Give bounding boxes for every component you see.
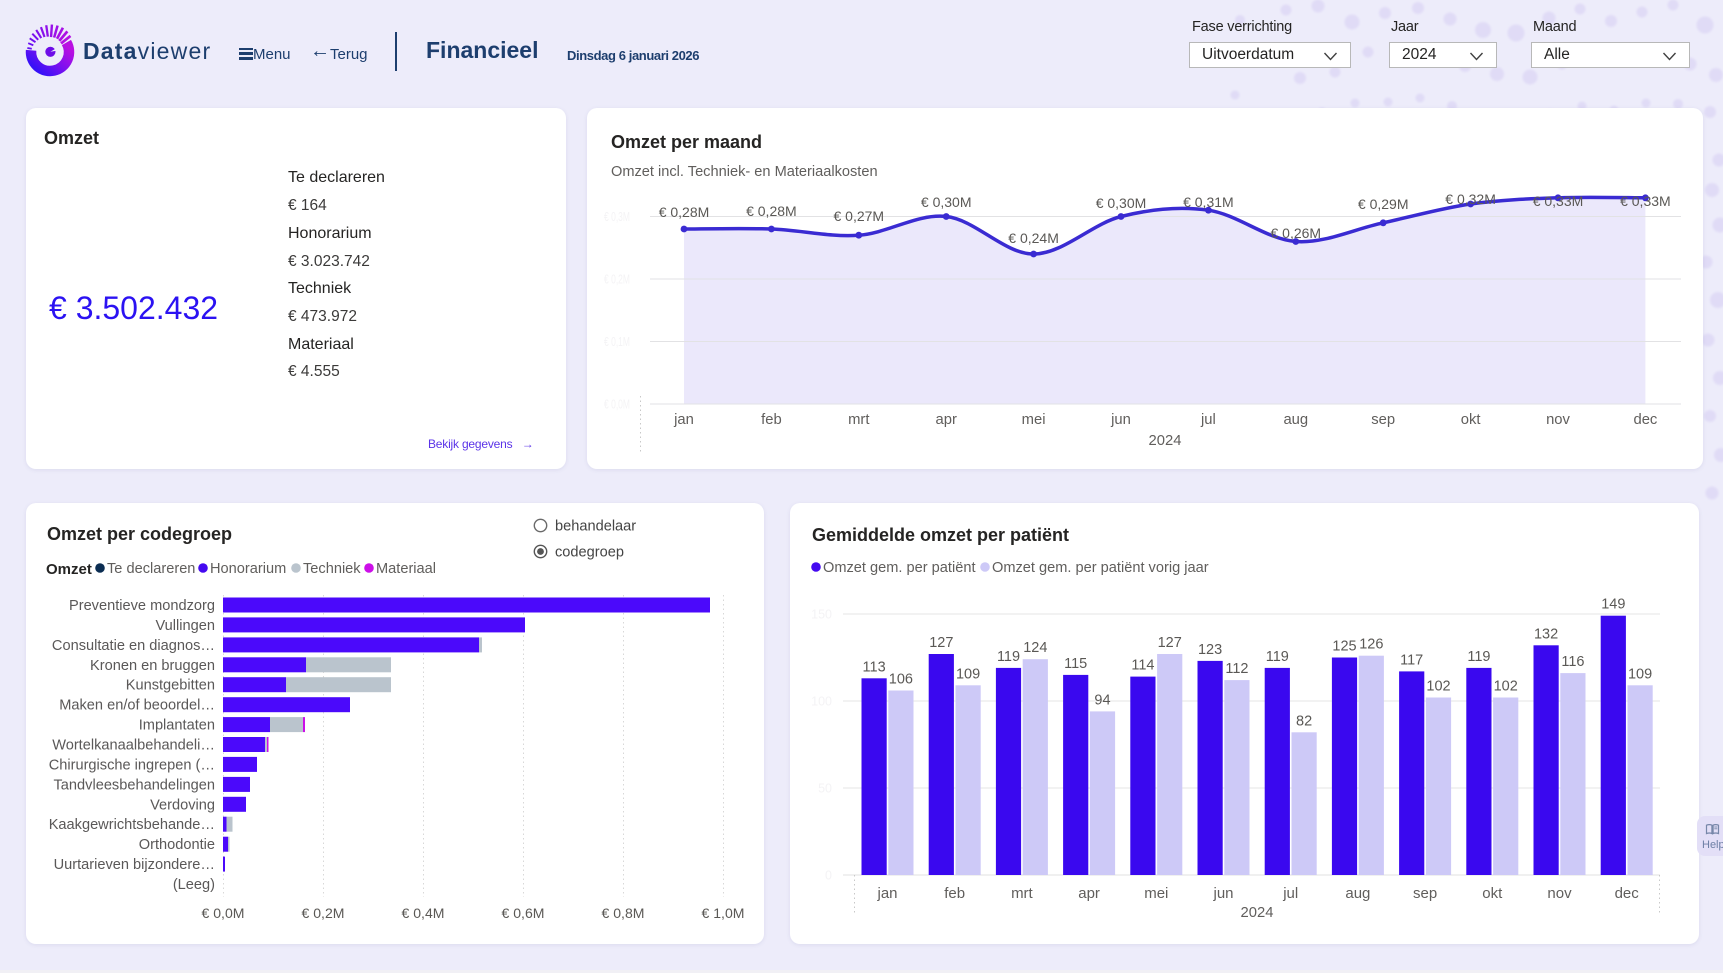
- svg-text:jul: jul: [1282, 885, 1298, 902]
- svg-text:€ 0,28M: € 0,28M: [659, 204, 710, 220]
- svg-text:€ 0,33M: € 0,33M: [1620, 193, 1671, 209]
- svg-text:€ 0,27M: € 0,27M: [834, 208, 885, 224]
- svg-text:€ 0,32M: € 0,32M: [1445, 191, 1496, 207]
- svg-text:Maken en/of beoordel…: Maken en/of beoordel…: [59, 698, 215, 714]
- svg-text:Kunstgebitten: Kunstgebitten: [126, 678, 215, 694]
- svg-text:jun: jun: [1110, 412, 1131, 428]
- svg-text:115: 115: [1064, 656, 1087, 672]
- svg-text:€ 1,0M: € 1,0M: [702, 905, 745, 921]
- svg-text:€ 0,6M: € 0,6M: [502, 905, 545, 921]
- svg-text:124: 124: [1023, 640, 1047, 656]
- svg-text:Tandvleesbehandelingen: Tandvleesbehandelingen: [54, 777, 215, 793]
- svg-text:109: 109: [956, 666, 980, 682]
- svg-text:jan: jan: [876, 885, 897, 902]
- svg-text:dec: dec: [1615, 885, 1640, 902]
- svg-text:123: 123: [1198, 642, 1222, 658]
- svg-text:mrt: mrt: [848, 412, 869, 428]
- svg-text:127: 127: [929, 635, 953, 651]
- svg-text:okt: okt: [1482, 885, 1503, 902]
- svg-text:Uurtarieven bijzondere…: Uurtarieven bijzondere…: [54, 857, 215, 873]
- svg-text:behandelaar: behandelaar: [555, 519, 636, 535]
- svg-text:jul: jul: [1200, 412, 1216, 428]
- svg-text:Vullingen: Vullingen: [155, 618, 215, 634]
- svg-text:jun: jun: [1212, 885, 1233, 902]
- svg-text:€ 0,30M: € 0,30M: [1096, 195, 1147, 211]
- svg-text:Kaakgewrichtsbehande…: Kaakgewrichtsbehande…: [49, 817, 215, 833]
- svg-text:€ 0,1M: € 0,1M: [604, 335, 630, 349]
- svg-text:Kronen en bruggen: Kronen en bruggen: [90, 658, 215, 674]
- svg-text:nov: nov: [1546, 412, 1570, 428]
- svg-text:feb: feb: [944, 885, 965, 902]
- svg-text:€ 0,4M: € 0,4M: [402, 905, 445, 921]
- svg-text:(Leeg): (Leeg): [173, 877, 215, 893]
- svg-text:Implantaten: Implantaten: [139, 718, 215, 734]
- svg-text:aug: aug: [1345, 885, 1370, 902]
- svg-text:114: 114: [1131, 658, 1154, 674]
- svg-text:119: 119: [1467, 649, 1490, 665]
- svg-text:Preventieve mondzorg: Preventieve mondzorg: [69, 598, 215, 614]
- svg-text:0: 0: [825, 869, 832, 883]
- svg-text:Consultatie en diagnos…: Consultatie en diagnos…: [52, 638, 215, 654]
- svg-text:132: 132: [1534, 626, 1558, 642]
- svg-text:119: 119: [1266, 649, 1289, 665]
- svg-text:Techniek: Techniek: [303, 561, 361, 577]
- svg-text:Verdoving: Verdoving: [150, 797, 215, 813]
- svg-text:€ 0,24M: € 0,24M: [1008, 230, 1059, 246]
- svg-text:2024: 2024: [1241, 905, 1274, 921]
- svg-text:116: 116: [1561, 654, 1584, 670]
- svg-text:€ 0,33M: € 0,33M: [1533, 193, 1584, 209]
- svg-text:okt: okt: [1461, 412, 1481, 428]
- svg-text:codegroep: codegroep: [555, 545, 624, 561]
- svg-text:sep: sep: [1413, 885, 1437, 902]
- svg-text:Orthodontie: Orthodontie: [139, 837, 215, 853]
- svg-text:€ 0,2M: € 0,2M: [302, 905, 345, 921]
- svg-text:106: 106: [889, 672, 913, 688]
- svg-text:117: 117: [1400, 652, 1423, 668]
- svg-text:Wortelkanaalbehandeli…: Wortelkanaalbehandeli…: [52, 738, 215, 754]
- svg-text:apr: apr: [936, 412, 957, 428]
- svg-text:mei: mei: [1144, 885, 1168, 902]
- svg-text:apr: apr: [1078, 885, 1100, 902]
- svg-text:113: 113: [863, 659, 886, 675]
- svg-text:82: 82: [1296, 713, 1312, 729]
- svg-text:94: 94: [1094, 692, 1110, 708]
- svg-text:€ 0,30M: € 0,30M: [921, 194, 972, 210]
- svg-text:150: 150: [811, 608, 832, 622]
- svg-text:aug: aug: [1283, 412, 1308, 428]
- svg-text:Chirurgische ingrepen (…: Chirurgische ingrepen (…: [49, 757, 215, 773]
- svg-text:feb: feb: [761, 412, 782, 428]
- svg-text:€ 0,26M: € 0,26M: [1271, 225, 1322, 241]
- svg-text:102: 102: [1426, 679, 1450, 695]
- svg-text:125: 125: [1332, 639, 1356, 655]
- svg-text:€ 0,8M: € 0,8M: [602, 905, 645, 921]
- svg-text:102: 102: [1494, 679, 1518, 695]
- svg-text:50: 50: [818, 782, 832, 796]
- svg-text:109: 109: [1628, 666, 1652, 682]
- svg-text:2024: 2024: [1149, 433, 1182, 449]
- svg-text:nov: nov: [1547, 885, 1572, 902]
- svg-text:jan: jan: [673, 412, 694, 428]
- svg-text:mei: mei: [1022, 412, 1046, 428]
- svg-text:Omzet gem. per patiënt vorig j: Omzet gem. per patiënt vorig jaar: [992, 560, 1209, 576]
- svg-text:€ 0,0M: € 0,0M: [202, 905, 245, 921]
- svg-text:€ 0,29M: € 0,29M: [1358, 196, 1409, 212]
- svg-text:mrt: mrt: [1011, 885, 1033, 902]
- svg-text:149: 149: [1601, 597, 1625, 613]
- svg-text:Materiaal: Materiaal: [376, 561, 436, 577]
- svg-text:126: 126: [1359, 637, 1383, 653]
- svg-text:dec: dec: [1633, 412, 1657, 428]
- svg-text:sep: sep: [1371, 412, 1395, 428]
- svg-text:100: 100: [811, 695, 832, 709]
- svg-text:€ 0,2M: € 0,2M: [604, 273, 630, 287]
- svg-text:127: 127: [1158, 635, 1182, 651]
- svg-text:Omzet gem. per patiënt: Omzet gem. per patiënt: [823, 560, 976, 576]
- svg-text:112: 112: [1225, 661, 1248, 677]
- svg-text:119: 119: [997, 649, 1020, 665]
- svg-text:€ 0,3M: € 0,3M: [604, 210, 630, 224]
- svg-text:€ 0,31M: € 0,31M: [1183, 194, 1234, 210]
- svg-text:Honorarium: Honorarium: [210, 561, 286, 577]
- svg-text:Te declareren: Te declareren: [107, 561, 195, 577]
- svg-text:€ 0,28M: € 0,28M: [746, 203, 797, 219]
- svg-text:€ 0,0M: € 0,0M: [604, 398, 630, 412]
